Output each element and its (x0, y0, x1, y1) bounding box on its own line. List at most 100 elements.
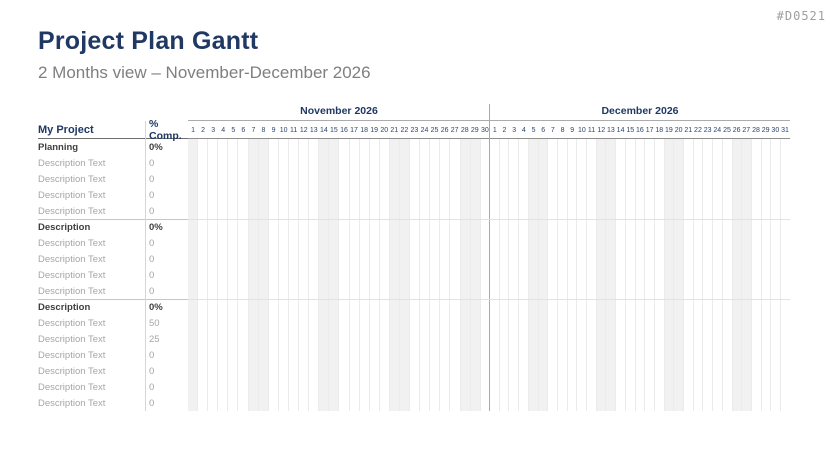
row-comp-value: 0 (149, 205, 155, 217)
day-number: 23 (410, 127, 419, 134)
day-number: 8 (261, 127, 266, 134)
day-number: 22 (400, 127, 409, 134)
day-column (420, 139, 431, 411)
day-column (567, 139, 578, 411)
weekend-day-column (258, 139, 269, 411)
row-comp-value: 0 (149, 365, 155, 377)
day-number: 10 (279, 127, 288, 134)
day-column (635, 139, 646, 411)
row-comp-value: 0 (149, 397, 155, 409)
day-number: 3 (512, 127, 517, 134)
day-number: 22 (694, 127, 702, 134)
row-label: Description Text (38, 173, 106, 185)
row-label: Description Text (38, 189, 106, 201)
month-grid-block (188, 139, 490, 411)
row-comp-value: 50 (149, 317, 160, 329)
day-column (509, 139, 520, 411)
task-row: Description Text 0 (38, 347, 188, 363)
month-header: November 2026 (188, 104, 490, 121)
day-column (781, 139, 790, 411)
month-grid-block (490, 139, 790, 411)
row-label: Description Text (38, 333, 106, 345)
section-divider-line (188, 299, 790, 300)
day-number: 23 (703, 127, 712, 134)
section-row: Description 0% (38, 299, 188, 315)
task-row: Description Text 0 (38, 379, 188, 395)
day-column (616, 139, 626, 411)
weekend-day-column (528, 139, 539, 411)
day-number: 19 (370, 127, 379, 134)
row-label: Description Text (38, 157, 106, 169)
task-row: Description Text 0 (38, 187, 188, 203)
day-number: 10 (577, 127, 586, 134)
day-column (645, 139, 655, 411)
day-column (278, 139, 289, 411)
day-number: 11 (290, 127, 298, 134)
day-number: 11 (587, 127, 596, 134)
day-number: 25 (723, 127, 731, 134)
row-comp-value: 0 (149, 285, 155, 297)
day-column (299, 139, 310, 411)
row-comp-value: 0 (149, 237, 155, 249)
day-number: 13 (309, 127, 318, 134)
section-row: Description 0% (38, 219, 188, 235)
row-label: Description Text (38, 269, 106, 281)
day-number: 27 (742, 127, 751, 134)
day-strip: 1 2 3 4 5 6 7 8 9 10 11 12 13 14 15 16 17 18 19 20 21 22 23 24 2… (188, 121, 490, 139)
day-number: 21 (684, 127, 693, 134)
day-number: 27 (450, 127, 459, 134)
day-column (339, 139, 350, 411)
day-number: 31 (781, 127, 789, 134)
row-label: Planning (38, 141, 79, 153)
day-column (625, 139, 636, 411)
task-row: Description Text 0 (38, 251, 188, 267)
day-column (379, 139, 390, 411)
task-row: Description Text 0 (38, 363, 188, 379)
day-column (557, 139, 568, 411)
row-comp-value: 0 (149, 381, 155, 393)
page-title: Project Plan Gantt (38, 27, 259, 55)
day-number: 25 (430, 127, 439, 134)
task-row: Description Text 0 (38, 395, 188, 411)
day-number: 21 (390, 127, 399, 134)
day-number: 18 (360, 127, 368, 134)
day-column (722, 139, 733, 411)
day-number: 9 (271, 127, 276, 134)
day-number: 16 (340, 127, 348, 134)
day-number: 14 (319, 127, 328, 134)
day-column (693, 139, 704, 411)
row-label: Description Text (38, 205, 106, 217)
page-subtitle: 2 Months view – November-December 2026 (38, 63, 371, 82)
day-column (349, 139, 360, 411)
day-column (587, 139, 597, 411)
day-column (369, 139, 380, 411)
day-number: 12 (597, 127, 606, 134)
day-number: 4 (221, 127, 226, 134)
day-number: 2 (502, 127, 507, 134)
day-column (751, 139, 762, 411)
weekend-day-column (732, 139, 743, 411)
day-number: 5 (531, 127, 536, 134)
day-column (198, 139, 209, 411)
weekend-day-column (664, 139, 675, 411)
day-number: 19 (665, 127, 673, 134)
day-number: 15 (330, 127, 338, 134)
day-number: 4 (521, 127, 526, 134)
row-label: Description Text (38, 365, 106, 377)
day-number: 24 (420, 127, 429, 134)
day-number: 2 (201, 127, 206, 134)
day-column (228, 139, 239, 411)
task-row: Description Text 0 (38, 155, 188, 171)
gantt-chart: November 2026 December 2026 My Project % … (38, 104, 790, 413)
slide-id-tag: #D0521 (776, 9, 826, 23)
day-column (577, 139, 588, 411)
day-number: 30 (771, 127, 780, 134)
day-column (761, 139, 772, 411)
task-rows: Planning 0% Description Text 0 Description T… (38, 139, 188, 411)
weekend-day-column (674, 139, 685, 411)
row-comp-value: 25 (149, 333, 160, 345)
day-number: 13 (607, 127, 615, 134)
day-column (480, 139, 490, 411)
day-number: 29 (761, 127, 770, 134)
